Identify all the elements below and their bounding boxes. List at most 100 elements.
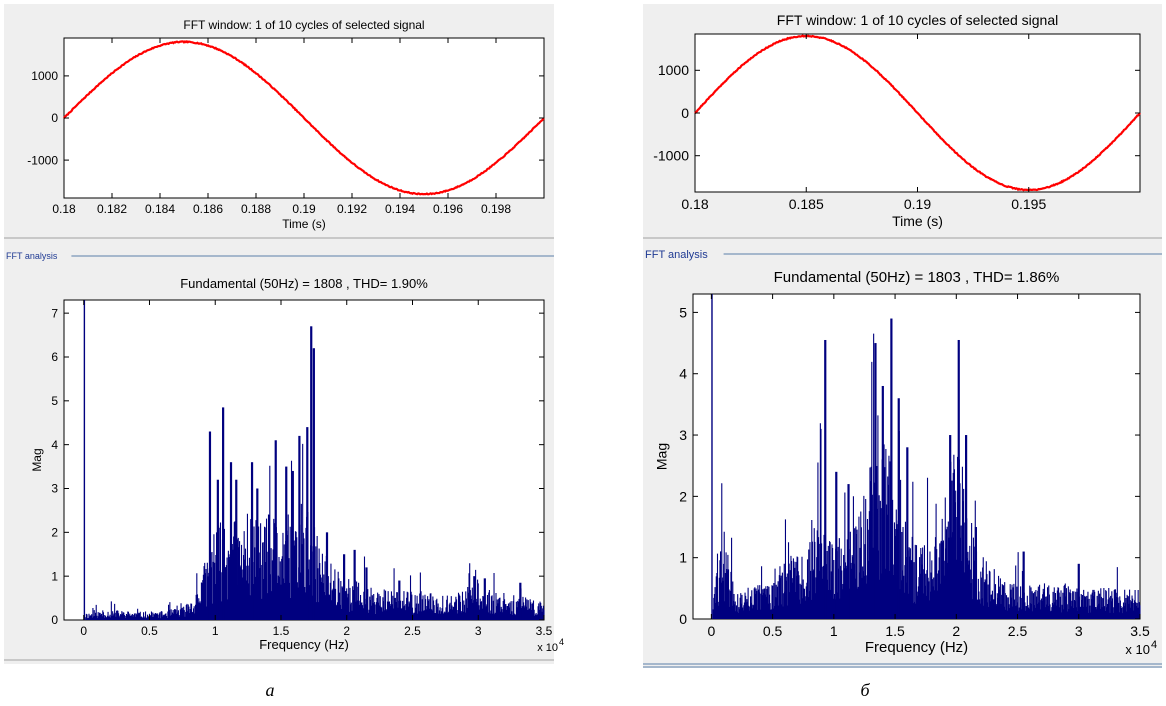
x-exponent-label: x 10 — [537, 642, 558, 654]
spectrum-peak-bar — [974, 527, 977, 619]
spectrum-peak-bar — [285, 466, 288, 620]
y-tick-label: 7 — [51, 306, 58, 320]
spectrum-peak-bar — [325, 532, 329, 620]
signal-series-line — [63, 40, 545, 196]
x-axis-label: Time (s) — [282, 217, 326, 231]
spectrum-peak-bar — [274, 440, 277, 620]
y-tick-label: 2 — [51, 526, 58, 540]
spectrum-peak-bar — [519, 582, 522, 620]
fft-analysis-label: FFT analysis — [6, 251, 58, 261]
figure-a: FFT window: 1 of 10 cycles of selected s… — [4, 18, 564, 661]
spectrum-peak-bar — [874, 343, 877, 619]
x-tick-label: 3.5 — [1130, 623, 1150, 639]
y-tick-label: 2 — [679, 488, 687, 504]
signal-chart: FFT window: 1 of 10 cycles of selected s… — [653, 12, 1141, 229]
spectrum-peak-bar — [208, 431, 212, 620]
spectrum-peak-bar — [890, 318, 893, 619]
y-tick-label: 1000 — [31, 69, 58, 83]
panel-a: FFT window: 1 of 10 cycles of selected s… — [4, 4, 564, 664]
x-tick-label: 2.5 — [404, 624, 421, 638]
y-tick-label: 0 — [51, 613, 58, 627]
x-tick-label: 0.19 — [292, 202, 316, 216]
y-tick-label: 0 — [51, 111, 58, 125]
x-axis-label: Frequency (Hz) — [865, 639, 968, 656]
x-tick-label: 0.185 — [789, 196, 824, 212]
y-tick-label: 5 — [51, 394, 58, 408]
y-tick-label: 3 — [679, 427, 687, 443]
x-tick-label: 0.19 — [904, 196, 931, 212]
spectrum-peak-bar — [310, 326, 313, 620]
x-tick-label: 2 — [343, 624, 350, 638]
y-tick-label: 6 — [51, 350, 58, 364]
panel-b: FFT window: 1 of 10 cycles of selected s… — [643, 4, 1162, 668]
spectrum-peak-bar — [1077, 563, 1080, 619]
spectrum-peak-bar — [312, 348, 315, 620]
x-tick-label: 0.184 — [145, 202, 175, 216]
spectrum-peak-bar — [949, 435, 952, 619]
y-tick-label: 1 — [51, 569, 58, 583]
y-tick-label: 4 — [679, 366, 687, 382]
x-exponent-power: 4 — [559, 637, 564, 647]
figure-b: FFT window: 1 of 10 cycles of selected s… — [643, 12, 1162, 668]
spectrum-peak-bar — [398, 580, 401, 620]
spectrum-peak-bar — [906, 447, 909, 619]
x-axis-label: Frequency (Hz) — [259, 637, 349, 652]
x-tick-label: 1.5 — [885, 623, 905, 639]
x-tick-label: 0.186 — [193, 202, 223, 216]
spectrum-bar-series — [85, 443, 545, 620]
x-exponent-power: 4 — [1151, 639, 1157, 651]
spectrum-peak-bar — [250, 462, 254, 620]
spectrum-peak-bar — [473, 576, 476, 620]
spectrum-peak-bar — [483, 578, 486, 620]
x-tick-label: 0.196 — [433, 202, 463, 216]
chart-title: Fundamental (50Hz) = 1808 , THD= 1.90% — [180, 276, 428, 291]
x-axis-label: Time (s) — [892, 213, 943, 229]
chart-title: FFT window: 1 of 10 cycles of selected s… — [183, 18, 424, 32]
x-tick-label: 1.5 — [273, 624, 290, 638]
spectrum-peak-bar — [298, 435, 301, 620]
y-tick-label: 1000 — [658, 62, 689, 78]
fft-analysis-label: FFT analysis — [645, 249, 708, 261]
x-tick-label: 0.5 — [763, 623, 783, 639]
x-tick-label: 0.18 — [681, 196, 708, 212]
spectrum-peak-bar — [365, 567, 368, 620]
x-tick-label: 2.5 — [1008, 623, 1028, 639]
signal-chart: FFT window: 1 of 10 cycles of selected s… — [27, 18, 545, 231]
x-tick-label: 0.5 — [141, 624, 158, 638]
spectrum-peak-bar — [957, 339, 960, 619]
fft-analysis-group: FFT analysis — [645, 249, 1162, 261]
spectrum-peak-bar — [216, 479, 219, 620]
fft-analysis-group: FFT analysis — [6, 251, 554, 261]
signal-series-line — [694, 34, 1141, 192]
spectrum-peak-bar — [229, 462, 233, 620]
x-tick-label: 0.195 — [1011, 196, 1046, 212]
spectrum-chart: Fundamental (50Hz) = 1803 , THD= 1.86% 0 0… — [653, 269, 1157, 657]
x-tick-label: 0.18 — [52, 202, 76, 216]
x-tick-label: 3 — [475, 624, 482, 638]
x-tick-label: 1 — [212, 624, 219, 638]
y-axis-label: Mag — [653, 443, 669, 470]
y-tick-label: 0 — [681, 105, 689, 121]
y-tick-label: 1 — [679, 550, 687, 566]
x-tick-label: 0.188 — [241, 202, 271, 216]
spectrum-peak-bar — [353, 549, 356, 620]
y-tick-label: 3 — [51, 482, 58, 496]
spectrum-peak-bar — [965, 435, 968, 619]
spectrum-chart: Fundamental (50Hz) = 1808 , THD= 1.90% 0 0… — [30, 276, 564, 654]
spectrum-peak-bar — [343, 554, 346, 620]
x-tick-label: 0 — [80, 624, 87, 638]
spectrum-peak-bar — [256, 488, 259, 620]
spectrum-peak-bar — [1022, 551, 1025, 619]
x-tick-label: 0.182 — [97, 202, 127, 216]
x-tick-label: 2 — [952, 623, 960, 639]
x-tick-label: 1 — [830, 623, 838, 639]
x-tick-label: 0.194 — [385, 202, 415, 216]
sublabel-b: б — [860, 680, 870, 700]
y-axis-label: Mag — [30, 448, 44, 471]
spectrum-bars — [711, 294, 1141, 619]
spectrum-peak-bar — [291, 470, 294, 620]
y-tick-label: 0 — [679, 611, 687, 627]
x-tick-label: 3.5 — [536, 624, 553, 638]
y-tick-label: -1000 — [653, 148, 689, 164]
sublabel-a: а — [265, 680, 275, 700]
